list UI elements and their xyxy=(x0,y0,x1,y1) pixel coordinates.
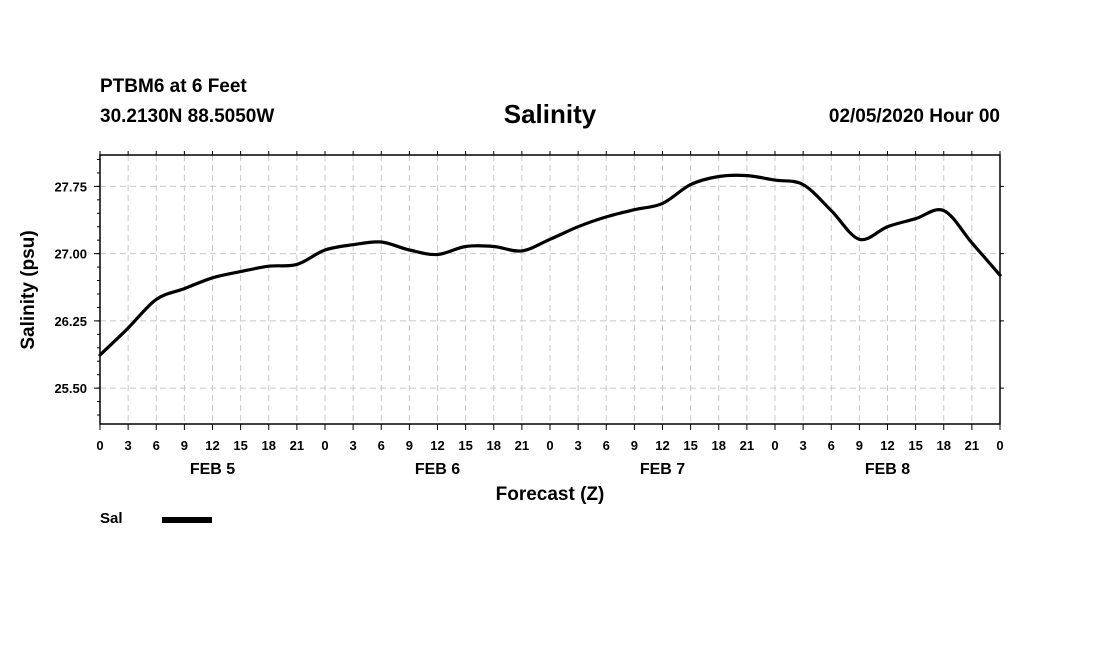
x-tick-label: 12 xyxy=(430,438,444,453)
coordinates-label: 30.2130N 88.5050W xyxy=(100,106,275,127)
x-tick-label: 3 xyxy=(125,438,132,453)
forecast-datetime-label: 02/05/2020 Hour 00 xyxy=(828,106,1000,127)
y-tick-labels: 25.50 26.25 27.00 27.75 xyxy=(54,179,87,396)
x-tick-label: 21 xyxy=(290,438,304,453)
y-tick-label: 26.25 xyxy=(54,314,87,329)
x-tick-label: 3 xyxy=(575,438,582,453)
x-tick-labels: 0 3 6 9 12 15 18 21 0 3 6 9 12 15 18 21 0 3 6 9 12 15 18 21 0 3 6 9… xyxy=(96,438,1003,453)
x-tick-label: 21 xyxy=(965,438,979,453)
x-tick-label: 21 xyxy=(515,438,529,453)
x-tick-label: 9 xyxy=(631,438,638,453)
axis-ticks xyxy=(94,151,1004,430)
x-tick-label: 18 xyxy=(712,438,726,453)
series-line-sal xyxy=(98,173,1002,357)
day-label: FEB 5 xyxy=(190,461,235,478)
y-axis-title: Salinity (psu) xyxy=(18,230,39,349)
x-tick-label: 12 xyxy=(655,438,669,453)
x-axis-title: Forecast (Z) xyxy=(496,484,605,505)
x-tick-label: 12 xyxy=(880,438,894,453)
x-tick-label: 9 xyxy=(856,438,863,453)
x-tick-label: 6 xyxy=(828,438,835,453)
legend-swatch xyxy=(162,517,212,523)
x-tick-label: 18 xyxy=(937,438,951,453)
day-labels: FEB 5 FEB 6 FEB 7 FEB 8 xyxy=(190,461,910,478)
x-tick-label: 18 xyxy=(262,438,276,453)
y-tick-label: 27.75 xyxy=(54,179,87,194)
x-tick-label: 9 xyxy=(406,438,413,453)
x-tick-label: 3 xyxy=(350,438,357,453)
x-tick-label: 12 xyxy=(205,438,219,453)
x-tick-label: 9 xyxy=(181,438,188,453)
x-tick-label: 0 xyxy=(96,438,103,453)
day-label: FEB 8 xyxy=(865,461,910,478)
x-tick-label: 15 xyxy=(683,438,697,453)
station-label: PTBM6 at 6 Feet xyxy=(100,76,247,97)
x-tick-label: 0 xyxy=(771,438,778,453)
x-tick-label: 6 xyxy=(378,438,385,453)
legend-label: Sal xyxy=(100,510,123,527)
x-tick-label: 3 xyxy=(800,438,807,453)
x-tick-label: 0 xyxy=(321,438,328,453)
x-tick-label: 21 xyxy=(740,438,754,453)
x-tick-label: 15 xyxy=(233,438,247,453)
x-tick-label: 6 xyxy=(603,438,610,453)
day-label: FEB 7 xyxy=(640,461,685,478)
x-tick-label: 15 xyxy=(908,438,922,453)
x-tick-label: 0 xyxy=(996,438,1003,453)
y-tick-label: 27.00 xyxy=(54,247,87,262)
chart-title: Salinity xyxy=(503,99,597,129)
grid-lines xyxy=(100,155,1000,424)
day-label: FEB 6 xyxy=(415,461,460,478)
x-tick-label: 0 xyxy=(546,438,553,453)
y-tick-label: 25.50 xyxy=(54,381,87,396)
x-tick-label: 15 xyxy=(458,438,472,453)
x-tick-label: 6 xyxy=(153,438,160,453)
x-tick-label: 18 xyxy=(487,438,501,453)
